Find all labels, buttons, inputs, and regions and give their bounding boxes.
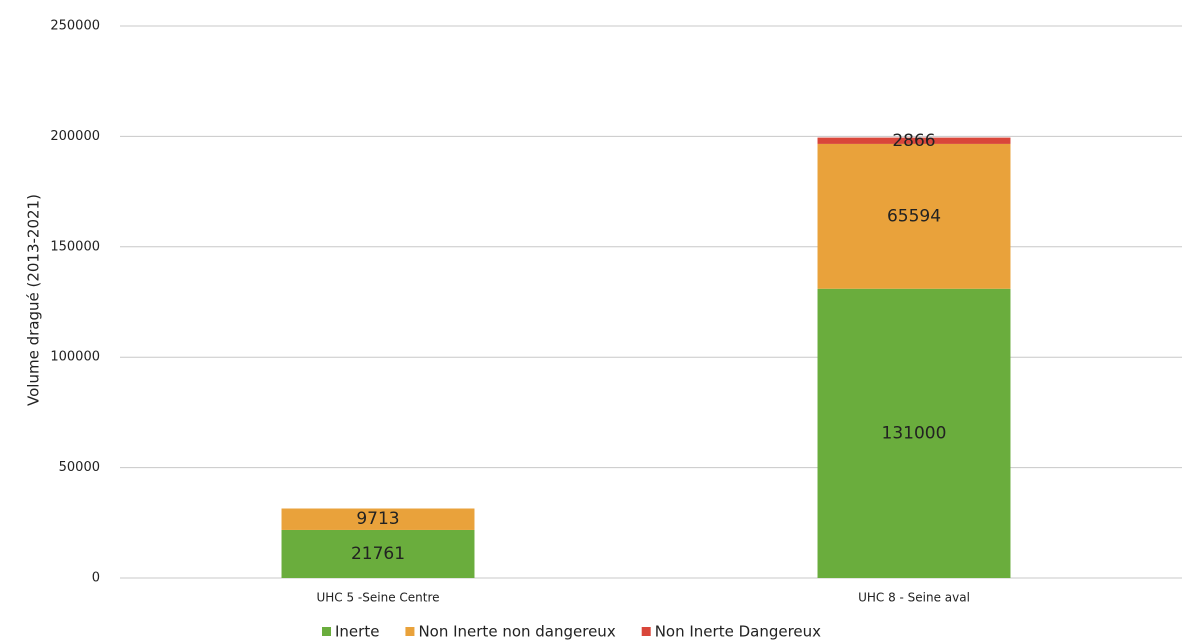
value-label: 131000 — [882, 423, 947, 443]
y-tick-label: 250000 — [50, 19, 100, 34]
y-tick-label: 0 — [92, 571, 100, 586]
x-tick-label: UHC 5 -Seine Centre — [316, 591, 439, 605]
value-label: 21761 — [351, 544, 405, 564]
value-label: 9713 — [356, 509, 399, 529]
x-tick-label: UHC 8 - Seine aval — [858, 591, 970, 605]
y-axis-label: Volume dragué (2013-2021) — [25, 194, 43, 406]
y-tick-label: 200000 — [50, 129, 100, 144]
legend-swatch — [322, 627, 331, 636]
legend-swatch — [641, 627, 651, 636]
legend-label: Inerte — [335, 623, 379, 641]
value-label: 65594 — [887, 206, 941, 226]
y-tick-label: 100000 — [50, 350, 100, 365]
bar-segment — [281, 529, 475, 578]
value-label: 2866 — [892, 131, 935, 151]
bar-segment — [817, 288, 1011, 578]
bar-segment — [817, 137, 1011, 144]
legend-label: Non Inerte Dangereux — [655, 623, 821, 641]
y-tick-label: 50000 — [59, 460, 100, 475]
bar-segment — [817, 143, 1011, 289]
y-tick-label: 150000 — [50, 239, 100, 254]
legend-label: Non Inerte non dangereux — [418, 623, 615, 641]
bar-segment — [281, 508, 475, 530]
legend-swatch — [405, 627, 415, 636]
